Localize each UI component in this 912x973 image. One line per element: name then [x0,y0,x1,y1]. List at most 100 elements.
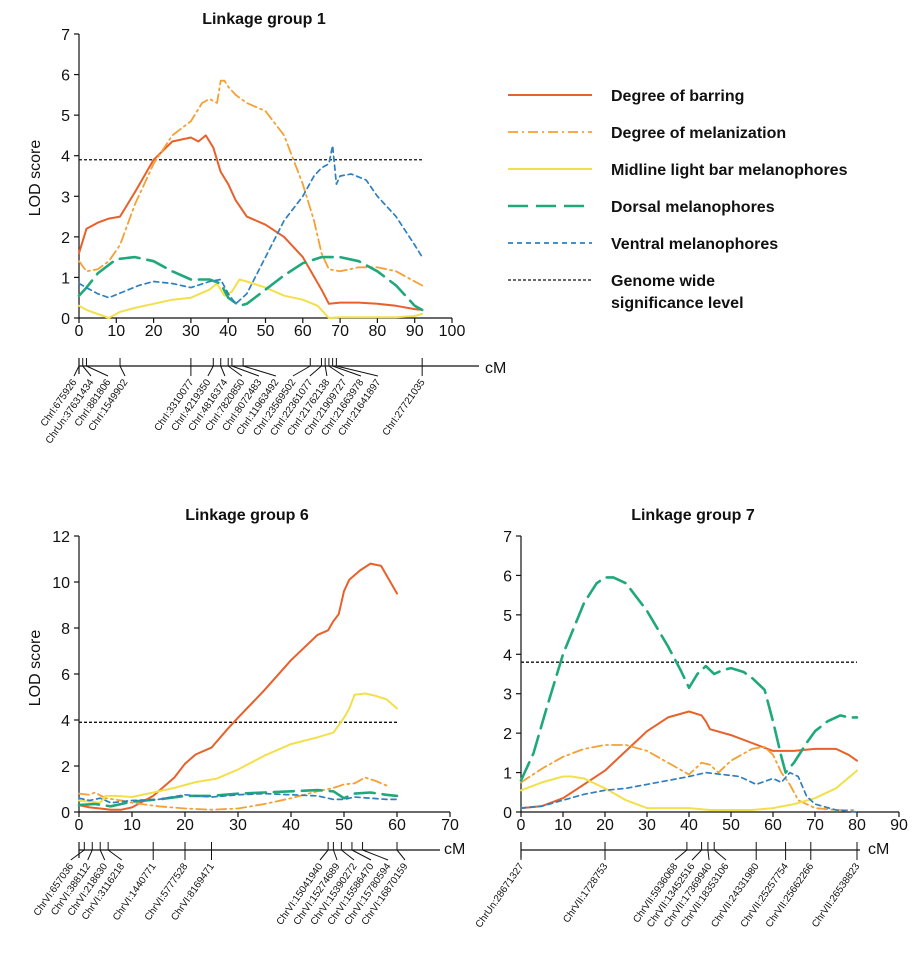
marker-connector [362,849,389,861]
x-tick-label: 100 [439,323,466,340]
legend: Degree of barring Degree of melanization M… [508,88,848,312]
series-line-midline-light-bar-melanophores [78,278,424,319]
marker-connector [319,849,329,861]
marker-connector [207,365,214,377]
x-tick-label: 60 [764,817,782,834]
legend-label: Degree of melanization [611,125,786,142]
x-tick-label: 70 [441,817,459,834]
y-tick-label: 6 [61,667,70,684]
marker-connector [231,365,260,377]
x-tick-label: 80 [848,817,866,834]
y-tick-label: 3 [503,687,512,704]
series-line-degree-of-melanization [78,776,388,811]
marker-connector [99,849,106,861]
marker-connector [309,365,322,377]
series-line-dorsal-melanophores [519,576,859,782]
y-tick-label: 7 [503,529,512,546]
map-axis-unit-label: cM [868,841,889,858]
y-tick-label: 3 [61,189,70,206]
y-tick-label: 5 [61,108,70,125]
series-line-degree-of-melanization [520,744,858,811]
x-tick-label: 90 [890,817,908,834]
x-tick-label: 60 [388,817,406,834]
y-tick-label: 2 [503,726,512,743]
legend-label: Midline light bar melanophores [611,162,848,179]
panel-linkage-group-6: Linkage group 6 LOD score cM 0 2 4 6 8 10 12 0 1… [27,507,465,927]
series-line-ventral-melanophores [78,144,424,305]
marker-connector [292,365,311,377]
marker-connector [351,849,372,861]
y-tick-label: 4 [61,149,70,166]
x-tick-label: 20 [176,817,194,834]
y-tick-label: 5 [503,608,512,625]
legend-label: significance level [611,295,744,312]
panel-title: Linkage group 1 [202,11,326,28]
x-tick-label: 50 [722,817,740,834]
y-tick-label: 4 [61,713,70,730]
x-tick-label: 40 [219,323,237,340]
legend-label: Ventral melanophores [611,236,778,253]
x-tick-label: 60 [294,323,312,340]
marker-label: ChrI:27721035 [381,377,428,438]
series-line-midline-light-bar-melanophores [520,769,858,811]
marker-connector [336,365,379,377]
series-line-midline-light-bar-melanophores [78,692,398,804]
y-tick-label: 0 [61,805,70,822]
x-tick-label: 10 [554,817,572,834]
y-tick-label: 7 [61,27,70,44]
marker-connector [87,849,93,861]
y-tick-label: 0 [503,805,512,822]
x-tick-label: 0 [517,817,526,834]
marker-label: ChrUn:28671327 [474,861,527,930]
y-tick-label: 6 [61,68,70,85]
y-tick-label: 6 [503,568,512,585]
x-tick-label: 0 [75,323,84,340]
series-line-degree-of-melanization [78,79,424,287]
series-line-ventral-melanophores [78,792,398,804]
marker-connector [674,849,688,861]
x-tick-label: 80 [369,323,387,340]
marker-connector [341,849,355,861]
y-axis-label: LOD score [27,630,44,707]
marker-connector [691,849,702,861]
panel-title: Linkage group 6 [185,507,309,524]
marker-label: ChrVII:1728753 [561,861,610,925]
y-tick-label: 2 [61,759,70,776]
marker-connector [242,365,277,377]
map-axis-unit-label: cM [444,841,465,858]
marker-label: ChrVII:26538823 [810,861,863,930]
marker-connector [396,849,406,861]
y-tick-label: 8 [61,621,70,638]
legend-label: Genome wide [611,273,715,290]
x-tick-label: 50 [335,817,353,834]
marker-connector [713,849,727,861]
marker-label: ChrVII:25662266 [764,861,817,930]
x-tick-label: 20 [596,817,614,834]
x-tick-label: 40 [282,817,300,834]
y-axis-label: LOD score [27,140,44,217]
series-line-degree-of-barring [78,134,424,311]
marker-connector [220,365,226,377]
y-tick-label: 10 [52,575,70,592]
series-line-ventral-melanophores [520,771,858,813]
y-tick-label: 2 [61,230,70,247]
legend-label: Degree of barring [611,88,744,105]
y-tick-label: 12 [52,529,70,546]
marker-connector [73,365,80,377]
series-line-dorsal-melanophores [77,255,424,312]
map-axis-unit-label: cM [485,360,506,377]
x-tick-label: 30 [229,817,247,834]
x-tick-label: 50 [257,323,275,340]
marker-connector [227,365,243,377]
y-tick-label: 4 [503,647,512,664]
series-line-degree-of-barring [78,562,398,811]
marker-connector [119,365,126,377]
marker-connector [328,365,345,377]
marker-connector [82,365,92,377]
x-tick-label: 30 [182,323,200,340]
x-tick-label: 0 [75,817,84,834]
x-tick-label: 70 [331,323,349,340]
